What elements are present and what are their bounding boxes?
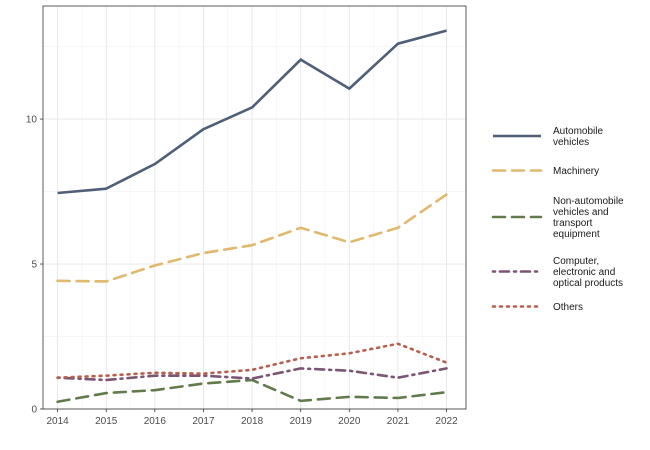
legend-label-line: Machinery bbox=[553, 166, 599, 177]
series-line-0 bbox=[57, 29, 447, 195]
legend-label-line: vehicles and bbox=[553, 207, 609, 218]
x-tick-label: 2022 bbox=[435, 416, 458, 427]
legend: Automobile vehicles Machinery Non-automobil… bbox=[491, 126, 624, 313]
legend-label-line: optical products bbox=[553, 278, 623, 289]
legend-label-1: Machinery bbox=[553, 166, 599, 177]
legend-label-line: electronic and bbox=[553, 267, 615, 278]
legend-label-line: equipment bbox=[553, 229, 600, 240]
series-line-1 bbox=[56, 193, 448, 283]
axes: 0 5 10 2014 2015 2016 2017 2018 2019 2020 2021 2022 bbox=[26, 115, 458, 427]
y-tick-label: 5 bbox=[31, 260, 37, 271]
series-line-4 bbox=[56, 342, 448, 379]
x-tick-label: 2014 bbox=[46, 416, 69, 427]
x-tick-label: 2019 bbox=[290, 416, 313, 427]
legend-label-line: Non-automobile bbox=[553, 196, 624, 207]
x-tick-label: 2016 bbox=[144, 416, 167, 427]
legend-label-2: Non-automobile vehicles and transport equip… bbox=[553, 196, 624, 240]
x-tick-label: 2015 bbox=[95, 416, 118, 427]
legend-label-line: vehicles bbox=[553, 137, 589, 148]
plot-border bbox=[42, 5, 467, 410]
x-tick-label: 2021 bbox=[387, 416, 410, 427]
series-line-2 bbox=[56, 378, 448, 404]
series-lines bbox=[56, 29, 448, 404]
series-line-3 bbox=[56, 367, 448, 382]
legend-label-line: Others bbox=[553, 302, 583, 313]
y-tick-label: 0 bbox=[31, 405, 37, 416]
y-tick-label: 10 bbox=[26, 115, 38, 126]
legend-label-3: Computer, electronic and optical products bbox=[553, 256, 623, 289]
grid bbox=[43, 6, 466, 410]
x-tick-label: 2020 bbox=[338, 416, 361, 427]
x-tick-label: 2018 bbox=[241, 416, 264, 427]
x-tick-label: 2017 bbox=[192, 416, 215, 427]
legend-label-4: Others bbox=[553, 302, 583, 313]
legend-label-0: Automobile vehicles bbox=[553, 126, 603, 148]
legend-label-line: Computer, bbox=[553, 256, 599, 267]
legend-label-line: Automobile bbox=[553, 126, 603, 137]
legend-label-line: transport bbox=[553, 218, 593, 229]
